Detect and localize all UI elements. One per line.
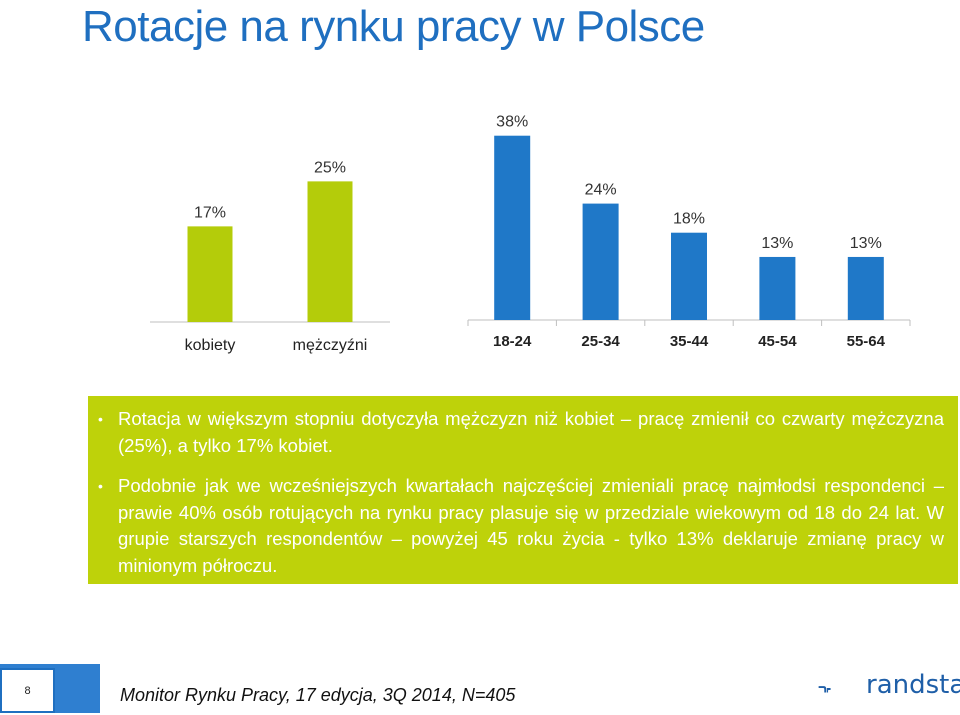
gender-bar-chart: 17% kobiety 25% mężczyźni bbox=[150, 159, 390, 354]
category-label-18-24: 18-24 bbox=[493, 333, 532, 350]
category-label-55-64: 55-64 bbox=[847, 333, 886, 350]
bar-mężczyźni bbox=[307, 181, 353, 322]
bar-55-64 bbox=[847, 256, 884, 320]
summary-bullet-1: Rotacja w większym stopniu dotyczyła męż… bbox=[98, 406, 944, 459]
category-label-mężczyźni: mężczyźni bbox=[293, 337, 368, 354]
bar-18-24 bbox=[494, 135, 531, 320]
footer-accent-strip bbox=[0, 664, 100, 668]
bar-35-44 bbox=[671, 232, 707, 320]
data-label-35-44: 18% bbox=[673, 211, 705, 228]
category-label-45-54: 45-54 bbox=[758, 333, 797, 350]
age-bar-chart: 38% 18-24 24% 25-34 18% 35-44 13% 45-54 13% 55-64 bbox=[467, 114, 911, 350]
data-label-25-34: 24% bbox=[585, 182, 617, 199]
randstad-logo-icon bbox=[818, 686, 831, 693]
bar-25-34 bbox=[582, 203, 619, 320]
footer-accent-block bbox=[55, 668, 100, 713]
summary-bullet-2: Podobnie jak we wcześniejszych kwartałac… bbox=[98, 473, 944, 579]
brand-name: randstad bbox=[866, 670, 960, 700]
data-label-45-54: 13% bbox=[761, 235, 793, 252]
category-label-kobiety: kobiety bbox=[185, 337, 236, 354]
bar-kobiety bbox=[187, 226, 233, 322]
category-label-35-44: 35-44 bbox=[670, 333, 709, 350]
summary-box: Rotacja w większym stopniu dotyczyła męż… bbox=[88, 396, 958, 584]
bar-45-54 bbox=[759, 256, 796, 320]
data-label-55-64: 13% bbox=[850, 235, 882, 252]
category-label-25-34: 25-34 bbox=[581, 333, 620, 350]
page-title: Rotacje na rynku pracy w Polsce bbox=[82, 2, 705, 51]
data-label-kobiety: 17% bbox=[194, 204, 226, 221]
page-number: 8 bbox=[0, 668, 55, 713]
footer-source: Monitor Rynku Pracy, 17 edycja, 3Q 2014,… bbox=[120, 685, 516, 705]
data-label-18-24: 38% bbox=[496, 114, 528, 131]
data-label-mężczyźni: 25% bbox=[314, 159, 346, 176]
